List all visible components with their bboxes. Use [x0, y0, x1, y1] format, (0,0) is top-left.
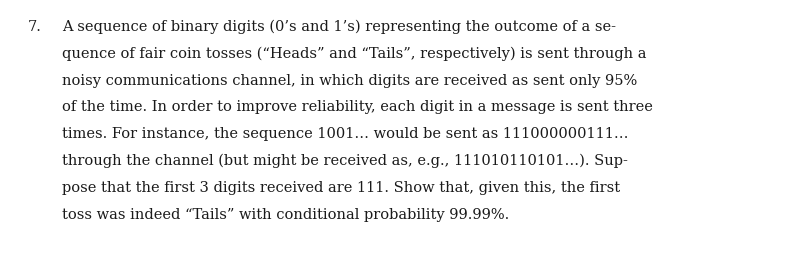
Text: pose that the first 3 digits received are 111. Show that, given this, the first: pose that the first 3 digits received ar…	[62, 181, 620, 195]
Text: noisy communications channel, in which digits are received as sent only 95%: noisy communications channel, in which d…	[62, 74, 638, 88]
Text: toss was indeed “Tails” with conditional probability 99.99%.: toss was indeed “Tails” with conditional…	[62, 208, 509, 222]
Text: of the time. In order to improve reliability, each digit in a message is sent th: of the time. In order to improve reliabi…	[62, 100, 653, 114]
Text: through the channel (but might be received as, e.g., 111010110101…). Sup-: through the channel (but might be receiv…	[62, 154, 628, 168]
Text: times. For instance, the sequence 1001… would be sent as 111000000111…: times. For instance, the sequence 1001… …	[62, 127, 629, 141]
Text: A sequence of binary digits (0’s and 1’s) representing the outcome of a se-: A sequence of binary digits (0’s and 1’s…	[62, 20, 616, 34]
Text: 7.: 7.	[28, 20, 42, 34]
Text: quence of fair coin tosses (“Heads” and “Tails”, respectively) is sent through a: quence of fair coin tosses (“Heads” and …	[62, 47, 646, 61]
